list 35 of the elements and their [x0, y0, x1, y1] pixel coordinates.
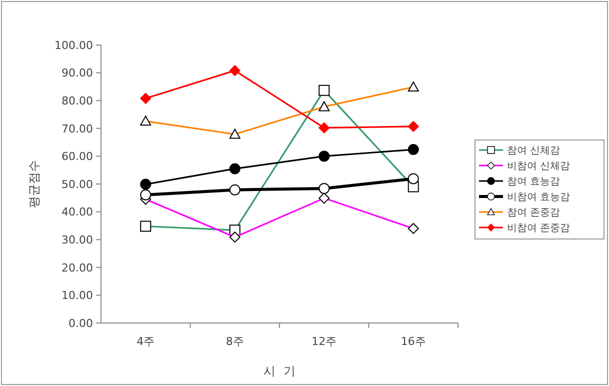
y-tick-label: 30.00: [62, 233, 93, 246]
point: [318, 182, 330, 194]
y-tick-label: 10.00: [62, 289, 93, 302]
legend-label: 참여 효능감: [507, 176, 560, 188]
point: [140, 178, 152, 190]
point: [408, 173, 419, 184]
point: [140, 189, 152, 200]
y-tick-label: 80.00: [62, 94, 93, 108]
legend-label: 비참여 존중감: [507, 223, 570, 234]
x-tick-label: 16주: [400, 335, 426, 348]
legend-label: 참여 신체감: [507, 146, 560, 156]
x-tick-label: 4주: [136, 335, 155, 348]
point: [318, 122, 330, 134]
x-axis-title: 시 기: [264, 364, 296, 378]
point: [408, 120, 419, 132]
y-tick-label: 70.00: [62, 122, 93, 136]
point: [408, 144, 419, 156]
y-tick-label: 100.00: [54, 38, 93, 52]
x-tick-label: 8주: [226, 335, 244, 348]
point: [229, 184, 240, 196]
point: [318, 150, 330, 162]
x-tick-label: 12주: [312, 335, 337, 348]
y-tick-label: 60.00: [62, 150, 93, 164]
y-tick-label: 40.00: [62, 206, 93, 219]
point: [140, 92, 152, 104]
y-axis-title: 평균점수: [27, 160, 41, 208]
legend-label: 비참여 효능감: [507, 192, 570, 203]
y-tick-label: 20.00: [62, 261, 93, 274]
y-tick-label: 0.00: [68, 316, 93, 330]
point: [229, 163, 240, 174]
legend-label: 비참여 신체감: [507, 161, 570, 172]
point: [229, 65, 240, 76]
legend-label: 참여 존중감: [507, 208, 560, 218]
y-tick-label: 90.00: [62, 66, 93, 80]
y-tick-label: 50.00: [62, 178, 93, 191]
